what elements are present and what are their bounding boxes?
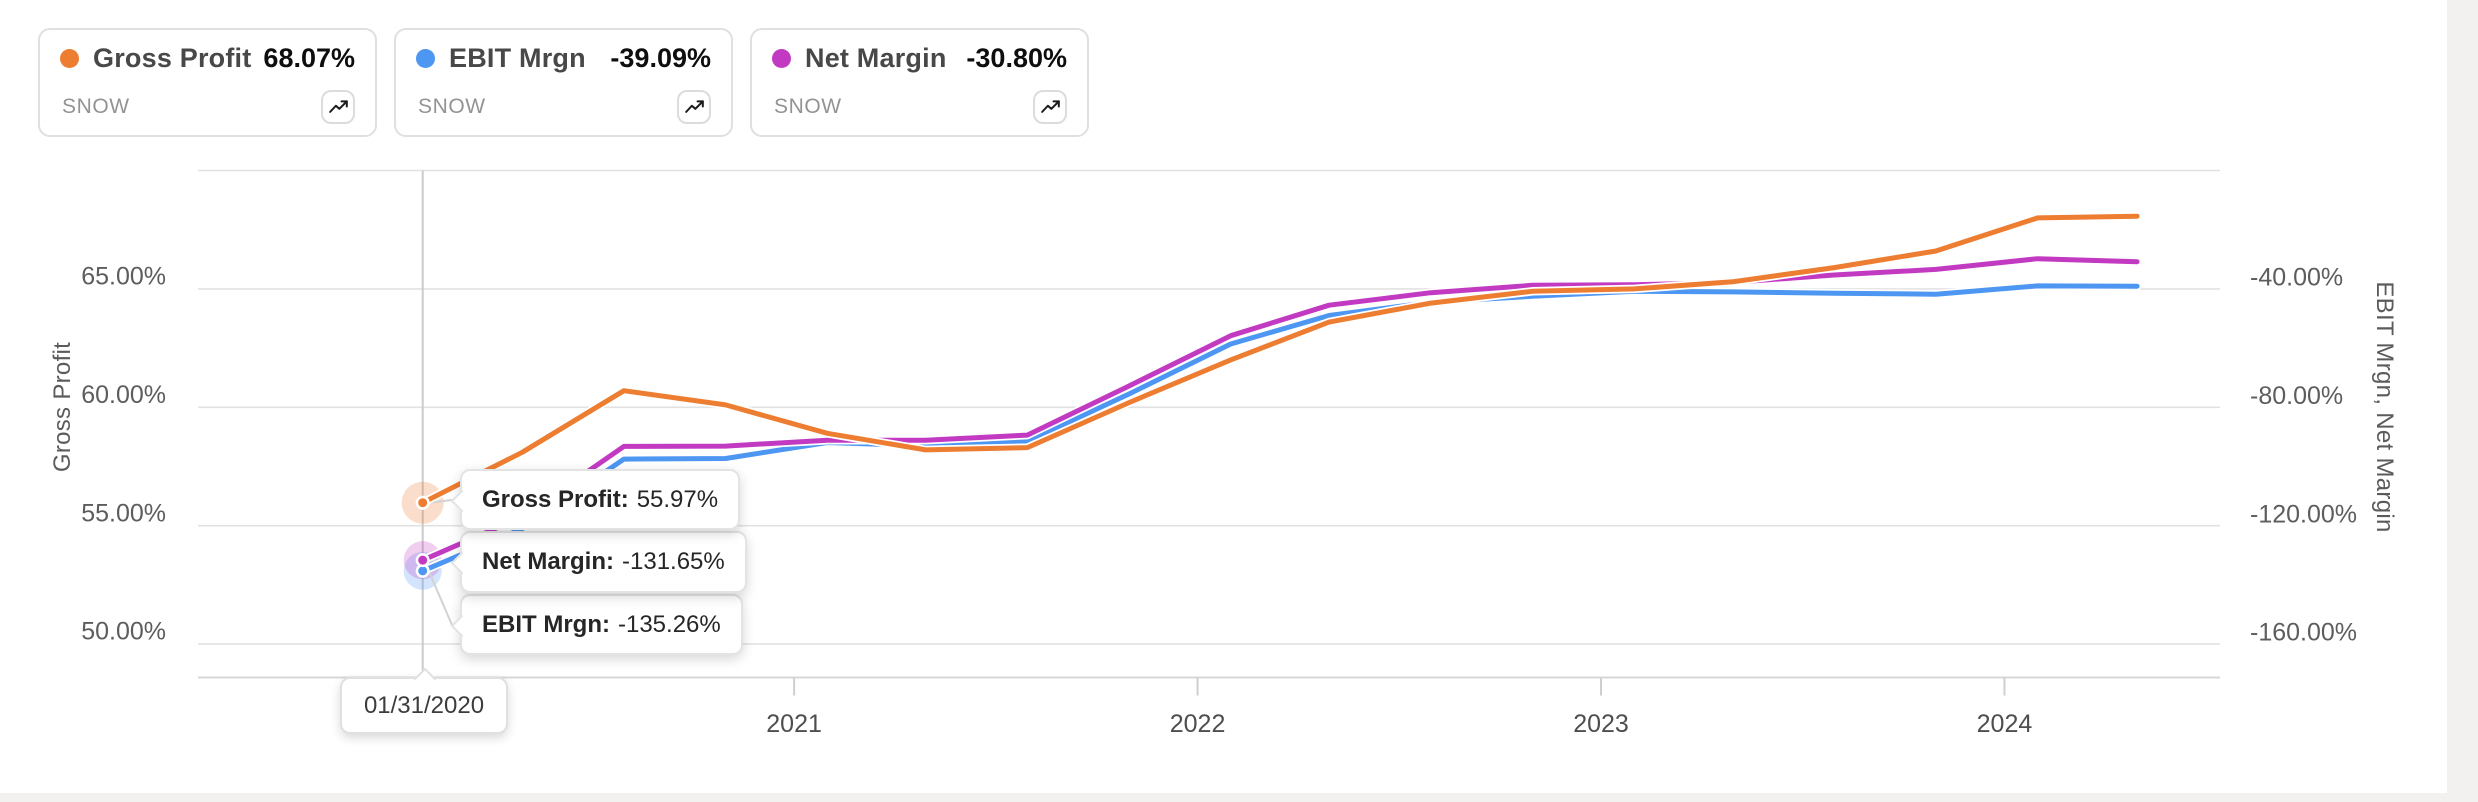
tooltip-label: Net Margin: [482, 548, 614, 575]
series-line-gross-profit [420, 213, 2140, 506]
right-axis-tick-labels: -40.00% -80.00% -120.00% -160.00% [2250, 264, 2357, 647]
ticker-label: SNOW [418, 95, 486, 118]
tooltip-net-margin: Net Margin: -131.65% [460, 531, 747, 593]
tooltip-value: -135.26% [617, 610, 721, 638]
net-margin-color-dot [772, 49, 791, 68]
tooltip-label: EBIT Mrgn: [482, 610, 610, 638]
series-lines [418, 211, 2142, 576]
ebit-mrgn-color-dot [416, 49, 435, 68]
legend-card-gross-profit[interactable]: Gross Profit 68.07% SNOW [38, 28, 377, 137]
tooltip-label: Gross Profit: [482, 485, 629, 513]
tooltip-gross-profit: Gross Profit: 55.97% [460, 469, 741, 530]
right-axis-title: EBIT Mrgn, Net Margin [2371, 281, 2398, 533]
svg-text:2021: 2021 [766, 710, 822, 738]
tooltip-value: 55.97% [636, 485, 719, 513]
svg-text:-120.00%: -120.00% [2250, 500, 2357, 528]
series-line-ebit-mrgn [420, 283, 2140, 574]
gross-profit-color-dot [60, 49, 79, 68]
ticker-label: SNOW [774, 95, 842, 118]
x-axis-ticks: 2021 2022 2023 2024 [766, 677, 2033, 738]
svg-text:2022: 2022 [1170, 710, 1226, 738]
svg-text:-40.00%: -40.00% [2250, 264, 2343, 292]
legend-value: -39.09% [610, 43, 711, 73]
svg-text:65.00%: 65.00% [81, 263, 166, 291]
left-axis-tick-labels: 65.00% 60.00% 55.00% 50.00% [81, 263, 166, 646]
legend-label: Net Margin [805, 43, 947, 73]
legend-card-ebit-mrgn[interactable]: EBIT Mrgn -39.09% SNOW [394, 28, 733, 137]
svg-text:55.00%: 55.00% [81, 499, 166, 527]
legend-row: Gross Profit 68.07% SNOW EBIT Mrgn -39.0… [38, 28, 1089, 137]
legend-label: EBIT Mrgn [449, 43, 586, 73]
series-line-net-margin [420, 256, 2140, 563]
legend-card-net-margin[interactable]: Net Margin -30.80% SNOW [750, 28, 1089, 137]
tooltip-value: -131.65% [622, 548, 725, 575]
hover-markers [415, 495, 430, 578]
legend-value: 68.07% [263, 43, 355, 73]
ticker-label: SNOW [62, 95, 130, 118]
tooltip-ebit-mrgn: EBIT Mrgn: -135.26% [460, 594, 743, 655]
legend-label: Gross Profit [93, 43, 252, 73]
svg-text:-160.00%: -160.00% [2250, 619, 2357, 647]
svg-text:2023: 2023 [1573, 710, 1629, 738]
left-axis-title: Gross Profit [49, 341, 76, 473]
trending-up-icon [328, 99, 348, 113]
svg-text:60.00%: 60.00% [81, 381, 166, 409]
trending-up-icon [684, 99, 704, 113]
svg-text:50.00%: 50.00% [81, 618, 166, 646]
tooltip-date: 01/31/2020 [340, 677, 508, 734]
tooltip-date-text: 01/31/2020 [363, 691, 485, 719]
legend-value: -30.80% [966, 43, 1067, 73]
open-sparkline-button[interactable] [677, 90, 711, 124]
svg-text:2024: 2024 [1977, 710, 2033, 738]
svg-text:-80.00%: -80.00% [2250, 382, 2343, 410]
trending-up-icon [1040, 99, 1060, 113]
open-sparkline-button[interactable] [1033, 90, 1067, 124]
open-sparkline-button[interactable] [321, 90, 355, 124]
